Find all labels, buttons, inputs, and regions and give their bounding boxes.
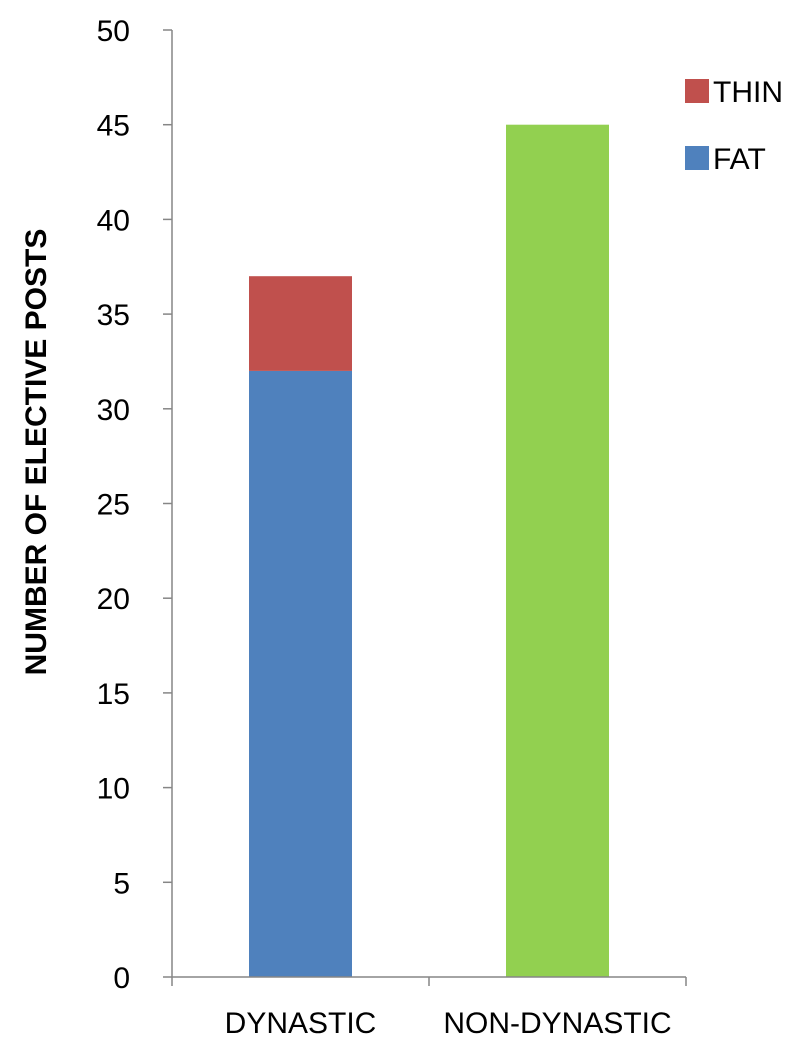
- x-category-label: NON-DYNASTIC: [443, 1007, 671, 1040]
- bars-group: [249, 124, 609, 977]
- x-category-label: DYNASTIC: [225, 1007, 377, 1040]
- y-tick-label: 0: [113, 962, 130, 995]
- bar-non-dynastic-series-2: [506, 124, 609, 977]
- bar-dynastic-thin: [249, 276, 352, 371]
- y-tick-label: 25: [97, 489, 130, 522]
- y-tick-label: 5: [113, 867, 130, 900]
- legend-label: THIN: [713, 76, 783, 109]
- legend-swatch: [685, 146, 709, 170]
- y-tick-label: 45: [97, 110, 130, 143]
- y-tick-label: 50: [97, 15, 130, 48]
- category-labels-group: DYNASTIC NON-DYNASTIC: [225, 1007, 672, 1040]
- y-tick-label: 20: [97, 583, 130, 616]
- y-axis-label: NUMBER OF ELECTIVE POSTS: [20, 229, 53, 676]
- legend: THIN FAT: [685, 76, 783, 176]
- y-tick-label: 40: [97, 204, 130, 237]
- y-tick-label: 30: [97, 394, 130, 427]
- y-tick-label: 10: [97, 773, 130, 806]
- y-tick-label: 35: [97, 299, 130, 332]
- y-tick-label: 15: [97, 678, 130, 711]
- bar-dynastic-fat: [249, 370, 352, 977]
- legend-swatch: [685, 79, 709, 103]
- legend-label: FAT: [713, 143, 766, 176]
- y-ticks-group: 0 5 10 15 20 25 30 35 40 45 50: [97, 15, 172, 995]
